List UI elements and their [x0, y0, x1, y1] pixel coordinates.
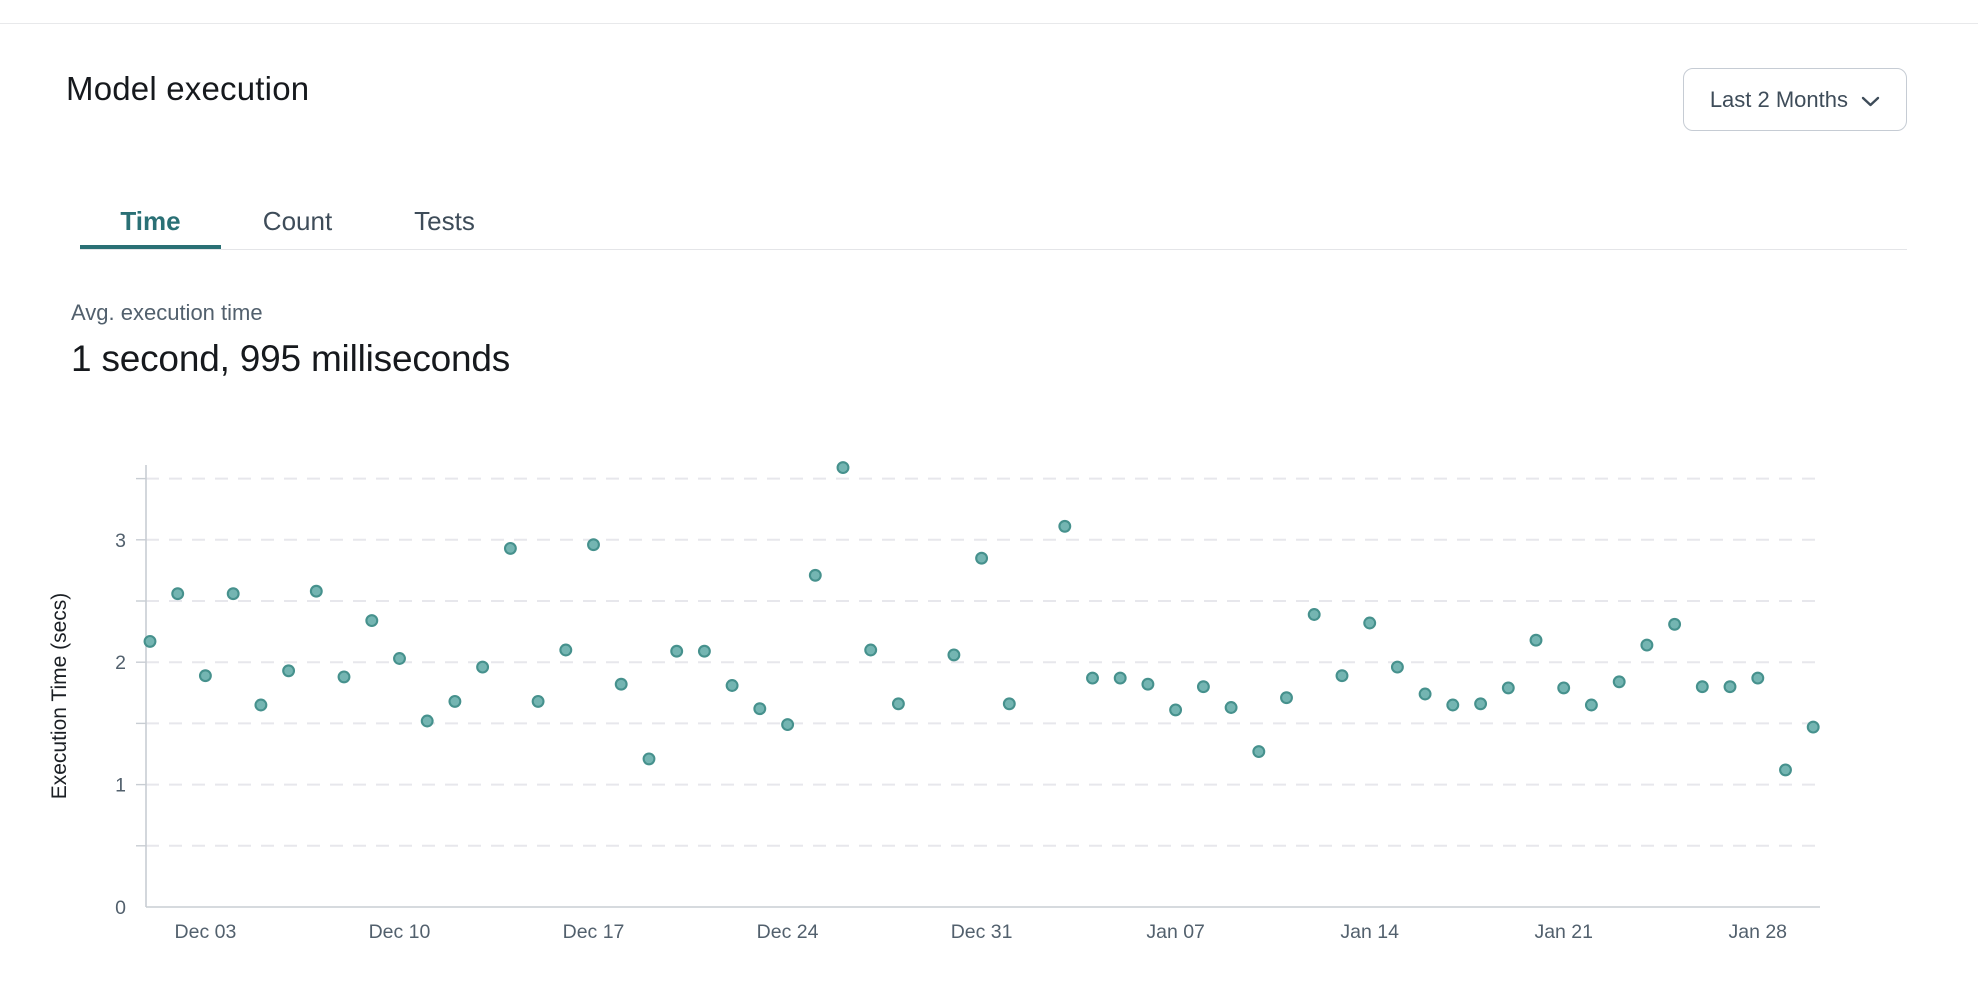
data-point[interactable]: [1501, 681, 1515, 695]
data-point[interactable]: [808, 568, 822, 582]
data-point[interactable]: [171, 587, 185, 601]
data-point[interactable]: [1252, 745, 1266, 759]
metric-label: Avg. execution time: [71, 300, 263, 325]
data-point[interactable]: [1169, 703, 1183, 717]
data-point[interactable]: [697, 644, 711, 658]
data-point[interactable]: [864, 643, 878, 657]
avg-execution-time-metric: Avg. execution time 1 second, 995 millis…: [71, 300, 510, 380]
data-point[interactable]: [1418, 687, 1432, 701]
data-point[interactable]: [226, 587, 240, 601]
top-divider: [0, 23, 1978, 24]
y-tick-label: 3: [115, 530, 126, 552]
data-point[interactable]: [642, 752, 656, 766]
x-tick-label: Jan 14: [1340, 921, 1399, 943]
tabs-bar: Time Count Tests: [80, 196, 1907, 250]
metric-value: 1 second, 995 milliseconds: [71, 338, 511, 379]
tab-count[interactable]: Count: [227, 196, 368, 246]
data-point[interactable]: [947, 648, 961, 662]
data-point[interactable]: [198, 669, 212, 683]
data-point[interactable]: [393, 652, 406, 665]
data-point[interactable]: [1474, 697, 1488, 711]
data-point[interactable]: [531, 694, 545, 708]
y-tick-label: 2: [115, 652, 126, 674]
y-tick-label: 0: [115, 897, 126, 919]
data-point[interactable]: [476, 660, 490, 674]
data-point[interactable]: [1363, 616, 1377, 630]
x-tick-label: Jan 28: [1728, 921, 1787, 943]
tab-time-label: Time: [120, 205, 181, 236]
data-point[interactable]: [1224, 701, 1238, 714]
data-point[interactable]: [503, 541, 517, 555]
data-point[interactable]: [1002, 697, 1016, 711]
x-tick-label: Dec 17: [563, 921, 625, 943]
x-tick-label: Dec 03: [175, 921, 237, 943]
data-point[interactable]: [282, 664, 296, 678]
data-point[interactable]: [337, 670, 351, 684]
x-tick-label: Jan 21: [1534, 921, 1593, 943]
data-point[interactable]: [1280, 691, 1293, 705]
tabs-divider: [80, 249, 1907, 250]
x-tick-label: Jan 07: [1146, 921, 1205, 943]
data-point[interactable]: [781, 718, 795, 732]
data-point[interactable]: [1612, 675, 1626, 689]
data-point[interactable]: [1390, 660, 1404, 674]
page-title: Model execution: [66, 70, 310, 107]
data-point[interactable]: [254, 698, 268, 712]
data-point[interactable]: [975, 551, 989, 565]
data-point[interactable]: [836, 461, 850, 475]
tab-tests[interactable]: Tests: [374, 196, 515, 246]
tab-tests-label: Tests: [414, 205, 475, 236]
data-point[interactable]: [1723, 680, 1737, 694]
date-range-dropdown[interactable]: Last 2 Months: [1682, 68, 1907, 131]
data-point[interactable]: [143, 634, 157, 648]
data-point[interactable]: [587, 538, 600, 552]
data-point[interactable]: [1779, 763, 1792, 777]
data-point[interactable]: [559, 643, 573, 657]
x-tick-label: Dec 10: [369, 921, 431, 943]
tab-time[interactable]: Time: [80, 196, 221, 249]
data-point[interactable]: [1446, 698, 1460, 712]
data-point[interactable]: [1058, 519, 1072, 533]
data-point[interactable]: [1584, 698, 1598, 712]
data-point[interactable]: [420, 714, 434, 728]
data-point[interactable]: [614, 677, 628, 691]
data-point[interactable]: [725, 679, 739, 692]
data-point[interactable]: [309, 584, 323, 598]
data-point[interactable]: [1141, 677, 1155, 691]
date-range-dropdown-label: Last 2 Months: [1709, 86, 1848, 112]
chevron-down-icon: [1861, 96, 1880, 107]
data-point[interactable]: [891, 697, 905, 711]
execution-time-chart-container: 0 1 2 3 Dec 03 Dec 10 Dec 17 Dec 24 Dec 31 Jan 07…: [40, 430, 1870, 980]
data-point[interactable]: [1113, 671, 1127, 685]
y-axis-title: Execution Time (secs): [48, 593, 71, 800]
data-point[interactable]: [1695, 680, 1709, 694]
x-tick-label: Dec 24: [757, 921, 819, 943]
data-point[interactable]: [1751, 671, 1765, 685]
x-tick-label: Dec 31: [951, 921, 1013, 943]
data-point[interactable]: [753, 702, 767, 716]
data-point[interactable]: [1640, 638, 1654, 652]
data-point[interactable]: [365, 614, 379, 628]
data-point[interactable]: [1529, 633, 1543, 647]
data-point[interactable]: [1557, 681, 1571, 695]
y-tick-label: 1: [115, 775, 126, 797]
data-point[interactable]: [448, 694, 462, 708]
data-point[interactable]: [1307, 608, 1321, 621]
execution-time-scatter-chart: 0 1 2 3 Dec 03 Dec 10 Dec 17 Dec 24 Dec 31 Jan 07…: [48, 461, 1820, 943]
data-point[interactable]: [1668, 617, 1682, 631]
data-point[interactable]: [670, 644, 684, 658]
tab-count-label: Count: [262, 205, 333, 236]
data-point[interactable]: [1335, 669, 1349, 683]
data-point[interactable]: [1086, 671, 1099, 685]
data-point[interactable]: [1806, 720, 1820, 734]
data-point[interactable]: [1196, 680, 1210, 694]
